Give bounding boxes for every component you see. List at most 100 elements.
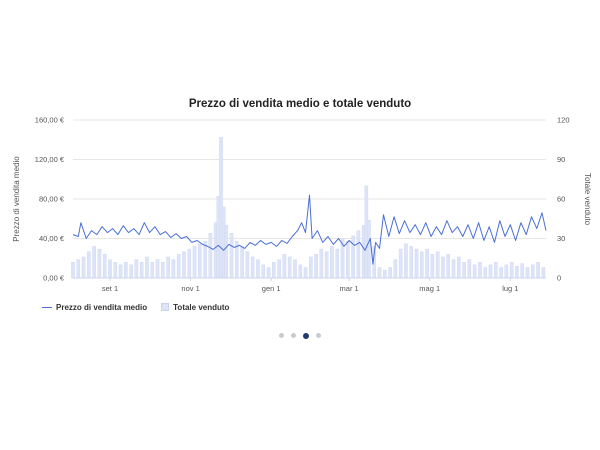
x-tick-label: set 1 bbox=[102, 284, 118, 293]
bar bbox=[420, 251, 424, 279]
bar bbox=[134, 259, 139, 279]
bar bbox=[250, 256, 255, 279]
bar bbox=[393, 259, 398, 279]
bar bbox=[287, 256, 292, 279]
bar bbox=[324, 251, 329, 279]
bar bbox=[504, 264, 509, 279]
bar bbox=[309, 256, 313, 279]
bar bbox=[530, 264, 535, 279]
pagination-dot[interactable] bbox=[279, 333, 284, 338]
bar bbox=[240, 246, 244, 279]
bar bbox=[71, 262, 75, 279]
y-left-tick-label: 160,00 € bbox=[35, 116, 65, 125]
bar bbox=[330, 246, 334, 279]
bar bbox=[192, 246, 197, 279]
bar bbox=[472, 264, 477, 279]
bar bbox=[224, 225, 229, 279]
bar bbox=[414, 248, 419, 279]
bar bbox=[335, 248, 340, 279]
bar bbox=[208, 233, 213, 279]
pagination-dot[interactable] bbox=[303, 332, 309, 339]
bar-series-totale-venduto bbox=[71, 136, 546, 279]
bar bbox=[351, 235, 355, 279]
bar bbox=[198, 243, 202, 279]
y-right-tick-label: 0 bbox=[557, 274, 561, 283]
bar bbox=[409, 246, 414, 279]
bar bbox=[277, 259, 281, 279]
bar bbox=[272, 262, 276, 279]
x-tick-label: lug 1 bbox=[502, 284, 518, 293]
legend-item-totale[interactable]: Totale venduto bbox=[161, 303, 229, 312]
bar bbox=[451, 259, 456, 279]
bar bbox=[478, 262, 482, 279]
bar bbox=[303, 267, 308, 279]
bar bbox=[488, 264, 493, 279]
bar bbox=[430, 254, 435, 279]
bar bbox=[483, 267, 488, 279]
bar bbox=[446, 254, 451, 279]
y-left-tick-label: 80,00 € bbox=[39, 195, 65, 204]
bar bbox=[467, 259, 472, 279]
pagination-dot[interactable] bbox=[291, 333, 296, 338]
bar bbox=[520, 263, 525, 279]
bar bbox=[108, 259, 112, 279]
y-right-tick-label: 60 bbox=[557, 195, 565, 204]
bar bbox=[499, 267, 503, 279]
legend-line-swatch bbox=[42, 306, 52, 308]
bar bbox=[493, 262, 498, 279]
bar bbox=[203, 240, 207, 279]
bar bbox=[367, 219, 371, 279]
bar bbox=[113, 262, 118, 279]
bar bbox=[166, 256, 170, 279]
bar bbox=[398, 248, 403, 279]
x-tick-label: gen 1 bbox=[262, 284, 281, 293]
bar bbox=[383, 269, 387, 279]
bar bbox=[129, 264, 133, 279]
bar bbox=[139, 262, 144, 279]
y-left-axis-title: Prezzo di vendita medio bbox=[12, 156, 21, 242]
pagination-dot[interactable] bbox=[316, 333, 321, 338]
bar bbox=[346, 240, 350, 279]
carousel-pagination bbox=[0, 332, 600, 339]
bar bbox=[256, 259, 260, 279]
bar bbox=[425, 248, 429, 279]
bar bbox=[356, 230, 361, 279]
bar bbox=[282, 254, 287, 279]
bar bbox=[124, 262, 128, 279]
bar bbox=[229, 233, 234, 279]
x-tick-label: mag 1 bbox=[419, 284, 440, 293]
legend: Prezzo di vendita medio Totale venduto bbox=[42, 301, 243, 313]
bar bbox=[118, 264, 123, 279]
bar bbox=[377, 267, 382, 279]
bar bbox=[515, 265, 519, 279]
bar bbox=[182, 251, 186, 279]
bar bbox=[293, 259, 297, 279]
chart-title: Prezzo di vendita medio e totale venduto bbox=[188, 98, 412, 110]
axes: 0,00 € 40,00 € 80,00 € 120,00 € 160,00 € 0 30 6… bbox=[12, 116, 592, 294]
legend-item-prezzo[interactable]: Prezzo di vendita medio bbox=[42, 303, 147, 312]
legend-label-totale: Totale venduto bbox=[173, 302, 230, 312]
y-left-tick-label: 120,00 € bbox=[35, 155, 65, 164]
bar bbox=[97, 248, 102, 279]
bar bbox=[176, 254, 181, 279]
bar bbox=[536, 262, 540, 279]
bar bbox=[76, 259, 81, 279]
bar bbox=[150, 262, 155, 279]
bar bbox=[509, 262, 514, 279]
y-right-tick-label: 30 bbox=[557, 234, 565, 243]
bar bbox=[155, 259, 160, 279]
bar bbox=[81, 256, 86, 279]
bar bbox=[525, 267, 530, 279]
bar bbox=[388, 267, 392, 279]
bar bbox=[145, 256, 149, 279]
bar bbox=[298, 264, 303, 279]
bar bbox=[92, 246, 96, 279]
legend-bar-swatch bbox=[161, 303, 170, 311]
bar bbox=[435, 251, 440, 279]
y-right-tick-label: 120 bbox=[557, 116, 570, 125]
bar bbox=[245, 251, 250, 279]
bar bbox=[404, 243, 408, 279]
legend-label-prezzo: Prezzo di vendita medio bbox=[56, 302, 148, 312]
bar bbox=[171, 259, 176, 279]
